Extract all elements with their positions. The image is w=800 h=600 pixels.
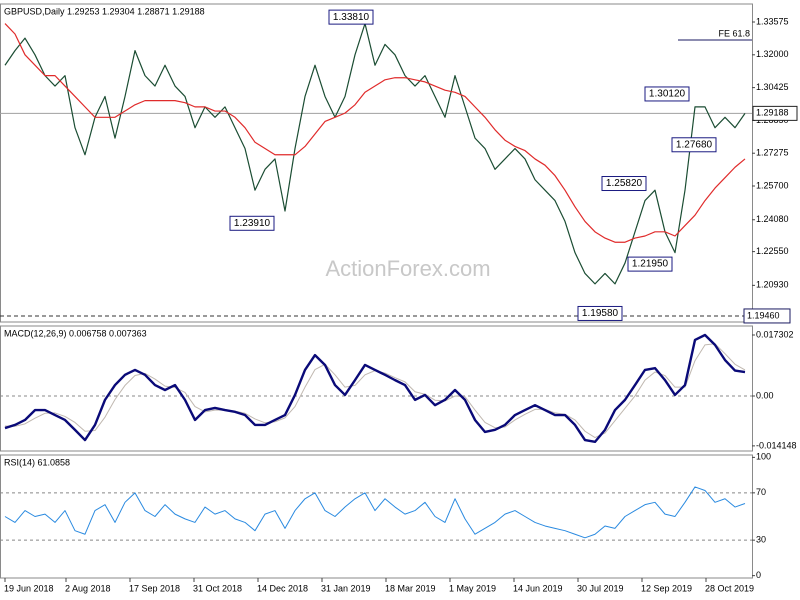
annotation-box <box>328 9 374 25</box>
y-tick-label: 1.30425 <box>756 82 789 92</box>
annotation-label: 1.27680 <box>676 139 713 150</box>
y-tick-label: -0.014148 <box>756 440 797 450</box>
panel-frame <box>0 3 753 323</box>
y-tick-label: 1.22550 <box>756 246 789 256</box>
annotation-box <box>671 137 717 153</box>
y-tick-label: 1.32000 <box>756 49 789 59</box>
annotation-label: 1.23910 <box>234 218 271 229</box>
y-tick-label: 1.33575 <box>756 16 789 26</box>
panel-title: RSI(14) 61.0858 <box>4 457 70 467</box>
level-label-box <box>743 308 791 324</box>
annotation-label: 1.19580 <box>582 308 619 319</box>
x-tick-label: 14 Dec 2018 <box>257 583 308 593</box>
fe-label: FE 61.8 <box>718 28 750 38</box>
x-tick-label: 18 Mar 2019 <box>385 583 436 593</box>
x-tick-label: 19 Jun 2018 <box>4 583 54 593</box>
x-tick-label: 14 Jun 2019 <box>513 583 563 593</box>
series-line <box>4 333 746 444</box>
annotation-label: 1.33810 <box>333 12 370 23</box>
current-price-box <box>752 105 798 121</box>
level-label: 1.19460 <box>747 310 780 320</box>
y-tick-label: 1.20930 <box>756 280 789 290</box>
x-tick-label: 1 May 2019 <box>449 583 496 593</box>
panel-title: GBPUSD,Daily 1.29253 1.29304 1.28871 1.2… <box>4 6 205 16</box>
x-tick-label: 12 Sep 2019 <box>641 583 692 593</box>
x-tick-label: 17 Sep 2018 <box>129 583 180 593</box>
y-tick-label: 1.24080 <box>756 214 789 224</box>
current-price-label: 1.29188 <box>756 108 789 118</box>
series-line <box>4 22 746 285</box>
x-tick-label: 31 Jan 2019 <box>321 583 371 593</box>
panel-frame <box>0 454 753 579</box>
panel-frame <box>0 325 753 452</box>
panel-title: MACD(12,26,9) 0.006758 0.007363 <box>4 328 147 338</box>
annotation-box <box>229 215 275 231</box>
annotation-label: 1.21950 <box>632 259 669 270</box>
x-tick-label: 28 Oct 2019 <box>705 583 754 593</box>
annotation-box <box>601 176 647 192</box>
y-tick-label: 70 <box>756 487 766 497</box>
annotation-label: 1.30120 <box>649 89 686 100</box>
annotation-box <box>627 256 673 272</box>
x-tick-label: 31 Oct 2018 <box>193 583 242 593</box>
x-tick-label: 30 Jul 2019 <box>577 583 624 593</box>
annotation-label: 1.25820 <box>606 178 643 189</box>
x-tick-label: 2 Aug 2018 <box>65 583 111 593</box>
y-tick-label: 0.017302 <box>756 329 794 339</box>
y-tick-label: 0.00 <box>756 390 774 400</box>
y-tick-label: 0 <box>756 570 761 580</box>
annotation-box <box>577 305 623 321</box>
y-tick-label: 100 <box>756 452 771 462</box>
series-line <box>4 23 746 243</box>
watermark: ActionForex.com <box>325 256 490 281</box>
y-tick-label: 1.25700 <box>756 180 789 190</box>
annotation-box <box>644 86 690 102</box>
series-line <box>4 486 746 539</box>
y-tick-label: 30 <box>756 535 766 545</box>
y-tick-label: 1.27275 <box>756 148 789 158</box>
